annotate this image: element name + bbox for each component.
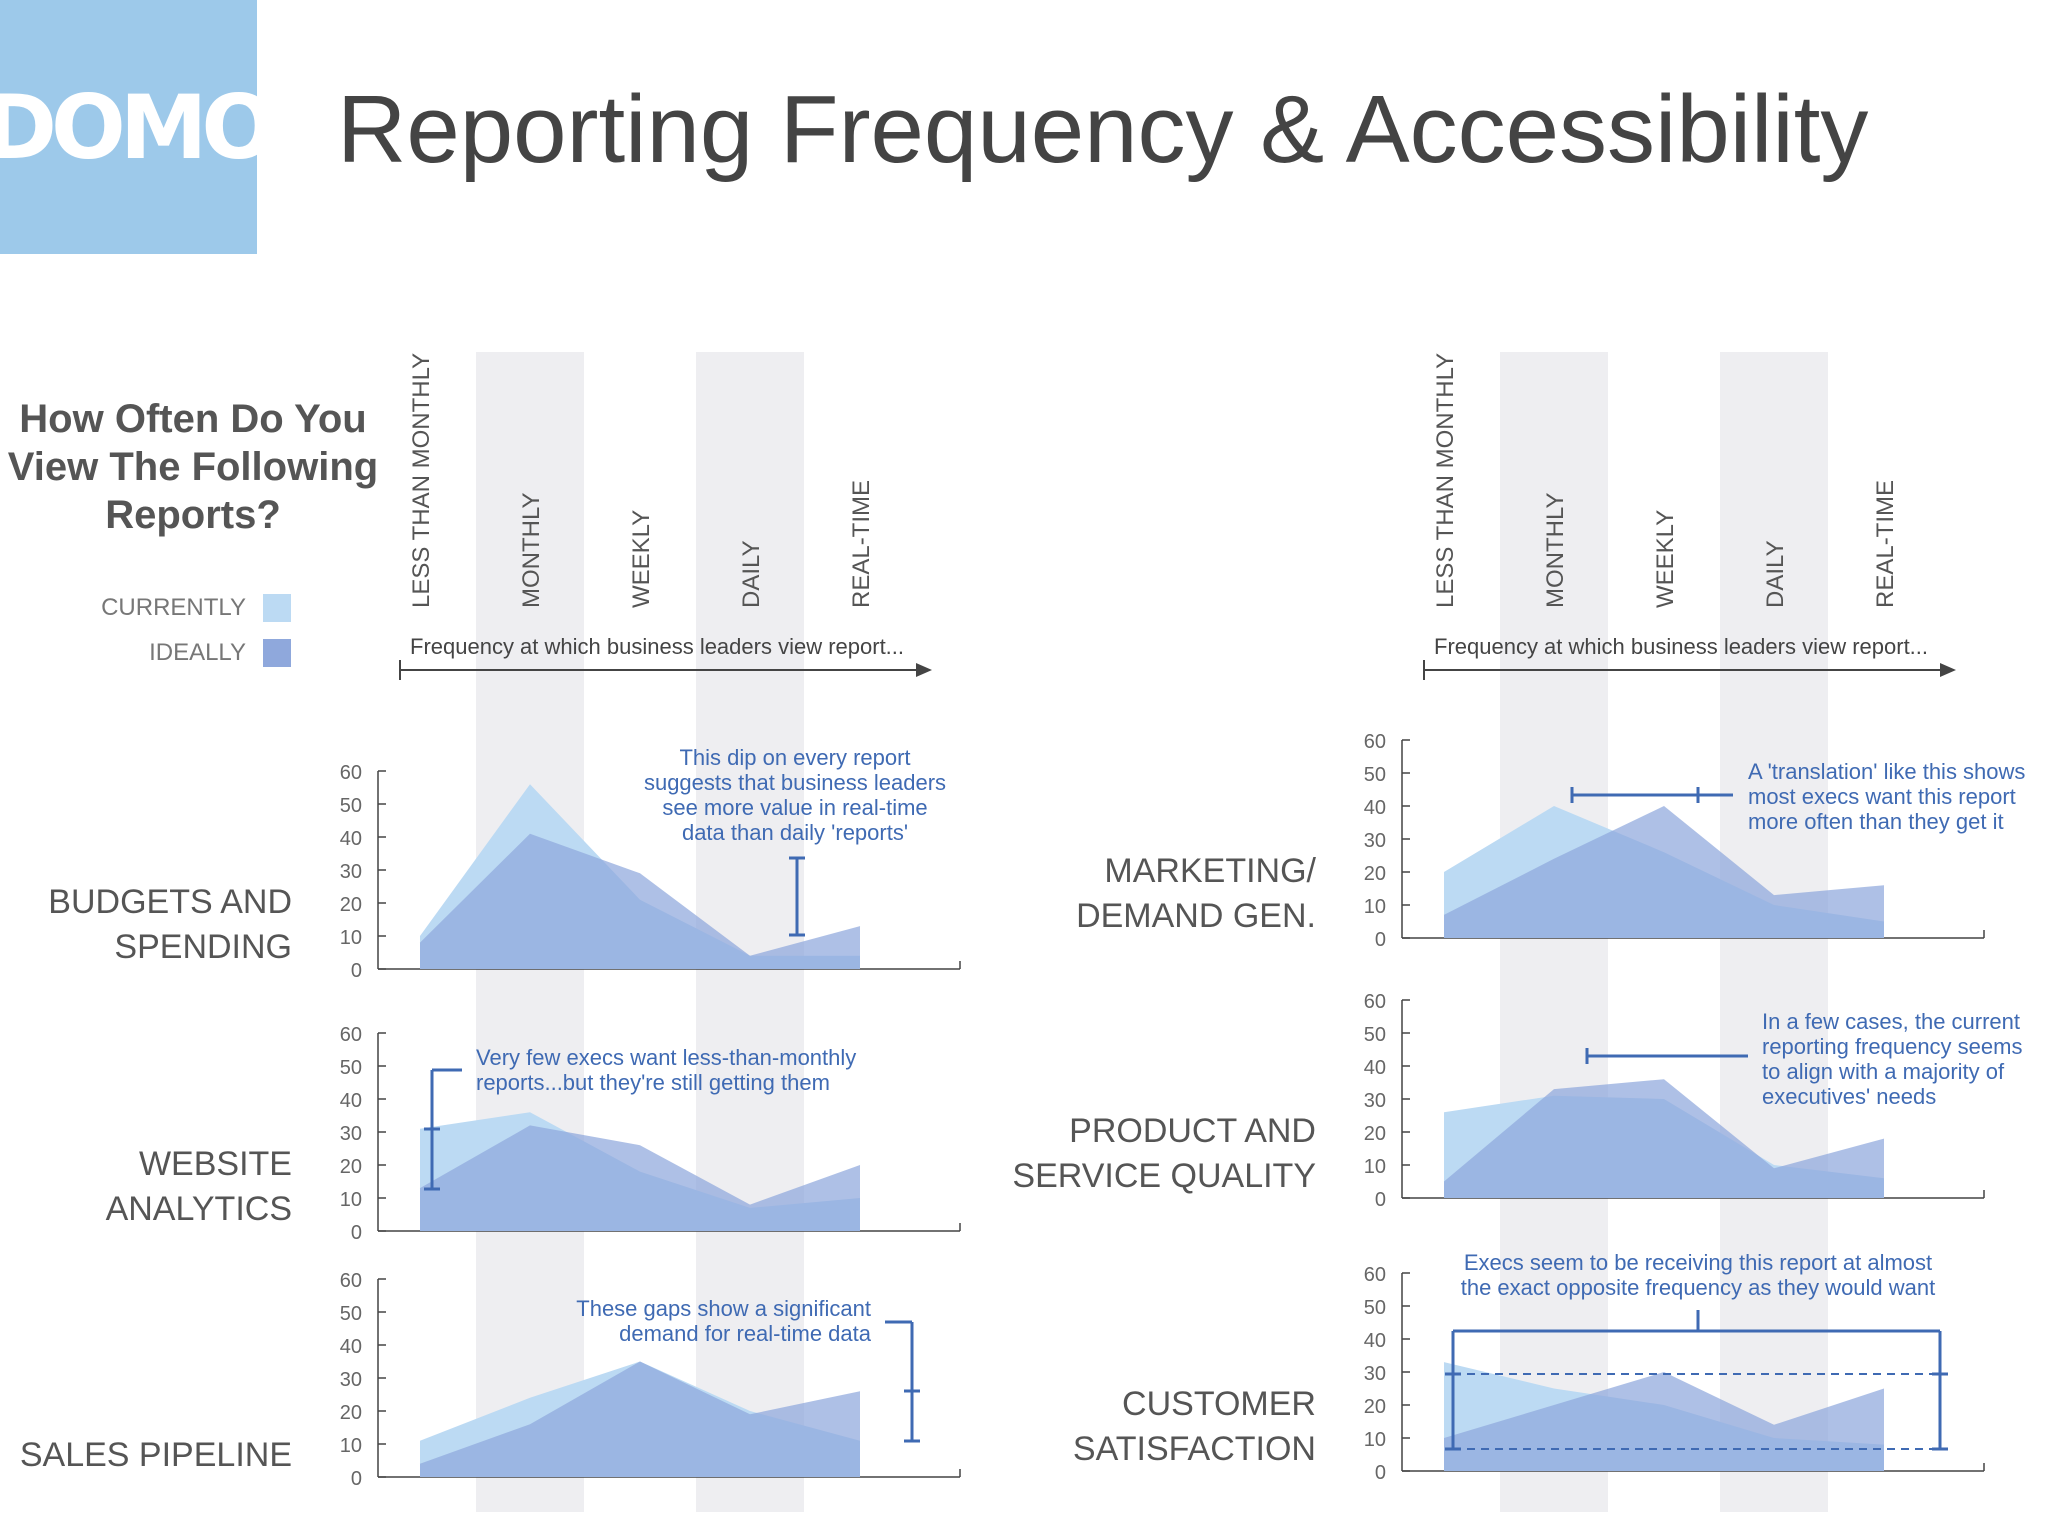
panel-label-customer-0: CUSTOMER (1122, 1385, 1316, 1423)
y-tick-label-budgets-6: 60 (340, 762, 362, 784)
y-tick-label-marketing-6: 60 (1364, 731, 1386, 753)
category-label-0-4: REAL-TIME (848, 480, 875, 608)
y-tick-label-marketing-5: 50 (1364, 764, 1386, 786)
legend-swatch-currently (263, 594, 291, 622)
area-budgets-ideally (420, 833, 860, 969)
y-tick-label-website-2: 20 (340, 1156, 362, 1178)
annotation-product-2: to align with a majority of (1762, 1059, 2005, 1084)
panel-label-product-1: SERVICE QUALITY (1012, 1157, 1316, 1195)
y-tick-label-product-4: 40 (1364, 1057, 1386, 1079)
axis-arrowhead-1 (1940, 663, 1956, 677)
annotation-product-1: reporting frequency seems (1762, 1034, 2022, 1059)
y-tick-label-marketing-4: 40 (1364, 797, 1386, 819)
y-tick-label-customer-3: 30 (1364, 1363, 1386, 1385)
y-tick-label-sales-0: 0 (351, 1468, 362, 1490)
y-tick-label-budgets-4: 40 (340, 828, 362, 850)
y-tick-label-budgets-2: 20 (340, 894, 362, 916)
area-customer-ideally (1444, 1372, 1884, 1471)
category-label-0-0: LESS THAN MONTHLY (408, 353, 435, 608)
annotation-marketing-2: more often than they get it (1748, 809, 2004, 834)
annotation-budgets-1: suggests that business leaders (644, 770, 946, 795)
category-label-0-1: MONTHLY (518, 492, 545, 608)
y-tick-label-website-1: 10 (340, 1189, 362, 1211)
annotation-budgets-2: see more value in real-time (662, 795, 927, 820)
annotation-marketing-1: most execs want this report (1748, 784, 2016, 809)
y-tick-label-budgets-3: 30 (340, 861, 362, 883)
question-line-2: Reports? (105, 493, 281, 537)
category-label-1-1: MONTHLY (1542, 492, 1569, 608)
category-label-1-0: LESS THAN MONTHLY (1432, 353, 1459, 608)
y-tick-label-website-3: 30 (340, 1123, 362, 1145)
panel-label-sales-0: SALES PIPELINE (20, 1436, 292, 1474)
question-line-1: View The Following (8, 445, 378, 489)
annotation-customer-0: Execs seem to be receiving this report a… (1464, 1250, 1932, 1275)
y-tick-label-website-0: 0 (351, 1222, 362, 1244)
legend-label-currently: CURRENTLY (101, 594, 246, 621)
annotation-sales-1: demand for real-time data (619, 1321, 872, 1346)
panel-label-customer-1: SATISFACTION (1073, 1430, 1316, 1468)
annotation-product-3: executives' needs (1762, 1084, 1936, 1109)
y-tick-label-product-3: 30 (1364, 1090, 1386, 1112)
annotation-marketing-0: A 'translation' like this shows (1748, 759, 2025, 784)
y-tick-label-marketing-3: 30 (1364, 830, 1386, 852)
axis-caption-0: Frequency at which business leaders view… (410, 634, 904, 659)
y-tick-label-sales-1: 10 (340, 1435, 362, 1457)
y-tick-label-customer-5: 50 (1364, 1297, 1386, 1319)
y-tick-label-product-2: 20 (1364, 1123, 1386, 1145)
y-tick-label-product-0: 0 (1375, 1189, 1386, 1211)
y-tick-label-product-6: 60 (1364, 991, 1386, 1013)
y-tick-label-product-5: 50 (1364, 1024, 1386, 1046)
panel-label-product-0: PRODUCT AND (1069, 1112, 1316, 1150)
y-tick-label-customer-1: 10 (1364, 1429, 1386, 1451)
legend-label-ideally: IDEALLY (149, 639, 246, 666)
category-label-0-2: WEEKLY (628, 510, 655, 608)
category-label-1-2: WEEKLY (1652, 510, 1679, 608)
logo-text: DOMO (0, 75, 257, 179)
y-tick-label-budgets-5: 50 (340, 795, 362, 817)
y-tick-label-product-1: 10 (1364, 1156, 1386, 1178)
area-marketing-ideally (1444, 806, 1884, 938)
y-tick-label-customer-0: 0 (1375, 1462, 1386, 1484)
y-tick-label-customer-2: 20 (1364, 1396, 1386, 1418)
domo-logo: DOMO (0, 0, 257, 254)
annotation-budgets-3: data than daily 'reports' (682, 820, 908, 845)
y-tick-label-website-4: 40 (340, 1090, 362, 1112)
y-tick-label-sales-3: 30 (340, 1369, 362, 1391)
annotation-sales-0: These gaps show a significant (576, 1296, 871, 1321)
annotation-website-0: Very few execs want less-than-monthly (476, 1045, 856, 1070)
annotation-customer-1: the exact opposite frequency as they wou… (1461, 1275, 1936, 1300)
y-tick-label-sales-5: 50 (340, 1303, 362, 1325)
y-tick-label-marketing-2: 20 (1364, 863, 1386, 885)
y-tick-label-website-6: 60 (340, 1024, 362, 1046)
annotation-product-0: In a few cases, the current (1762, 1009, 2020, 1034)
y-tick-label-sales-6: 60 (340, 1270, 362, 1292)
y-tick-label-sales-2: 20 (340, 1402, 362, 1424)
y-tick-label-customer-6: 60 (1364, 1264, 1386, 1286)
panel-label-website-0: WEBSITE (139, 1145, 292, 1183)
panel-label-marketing-0: MARKETING/ (1104, 852, 1316, 890)
y-tick-label-customer-4: 40 (1364, 1330, 1386, 1352)
y-tick-label-marketing-1: 10 (1364, 896, 1386, 918)
axis-arrowhead-0 (916, 663, 932, 677)
panel-label-budgets-0: BUDGETS AND (48, 883, 292, 921)
annotation-budgets-0: This dip on every report (679, 745, 910, 770)
category-label-1-4: REAL-TIME (1872, 480, 1899, 608)
axis-caption-1: Frequency at which business leaders view… (1434, 634, 1928, 659)
area-sales-ideally (420, 1361, 860, 1477)
panel-label-website-1: ANALYTICS (106, 1190, 292, 1228)
y-tick-label-budgets-1: 10 (340, 927, 362, 949)
question-line-0: How Often Do You (19, 397, 366, 441)
legend-swatch-ideally (263, 639, 291, 667)
category-label-0-3: DAILY (738, 540, 765, 608)
y-tick-label-website-5: 50 (340, 1057, 362, 1079)
y-tick-label-marketing-0: 0 (1375, 929, 1386, 951)
y-tick-label-budgets-0: 0 (351, 960, 362, 982)
panel-label-marketing-1: DEMAND GEN. (1076, 897, 1316, 935)
y-tick-label-sales-4: 40 (340, 1336, 362, 1358)
slide-title: Reporting Frequency & Accessibility (337, 76, 1869, 183)
panel-label-budgets-1: SPENDING (114, 928, 292, 966)
annotation-website-1: reports...but they're still getting them (476, 1070, 830, 1095)
category-label-1-3: DAILY (1762, 540, 1789, 608)
